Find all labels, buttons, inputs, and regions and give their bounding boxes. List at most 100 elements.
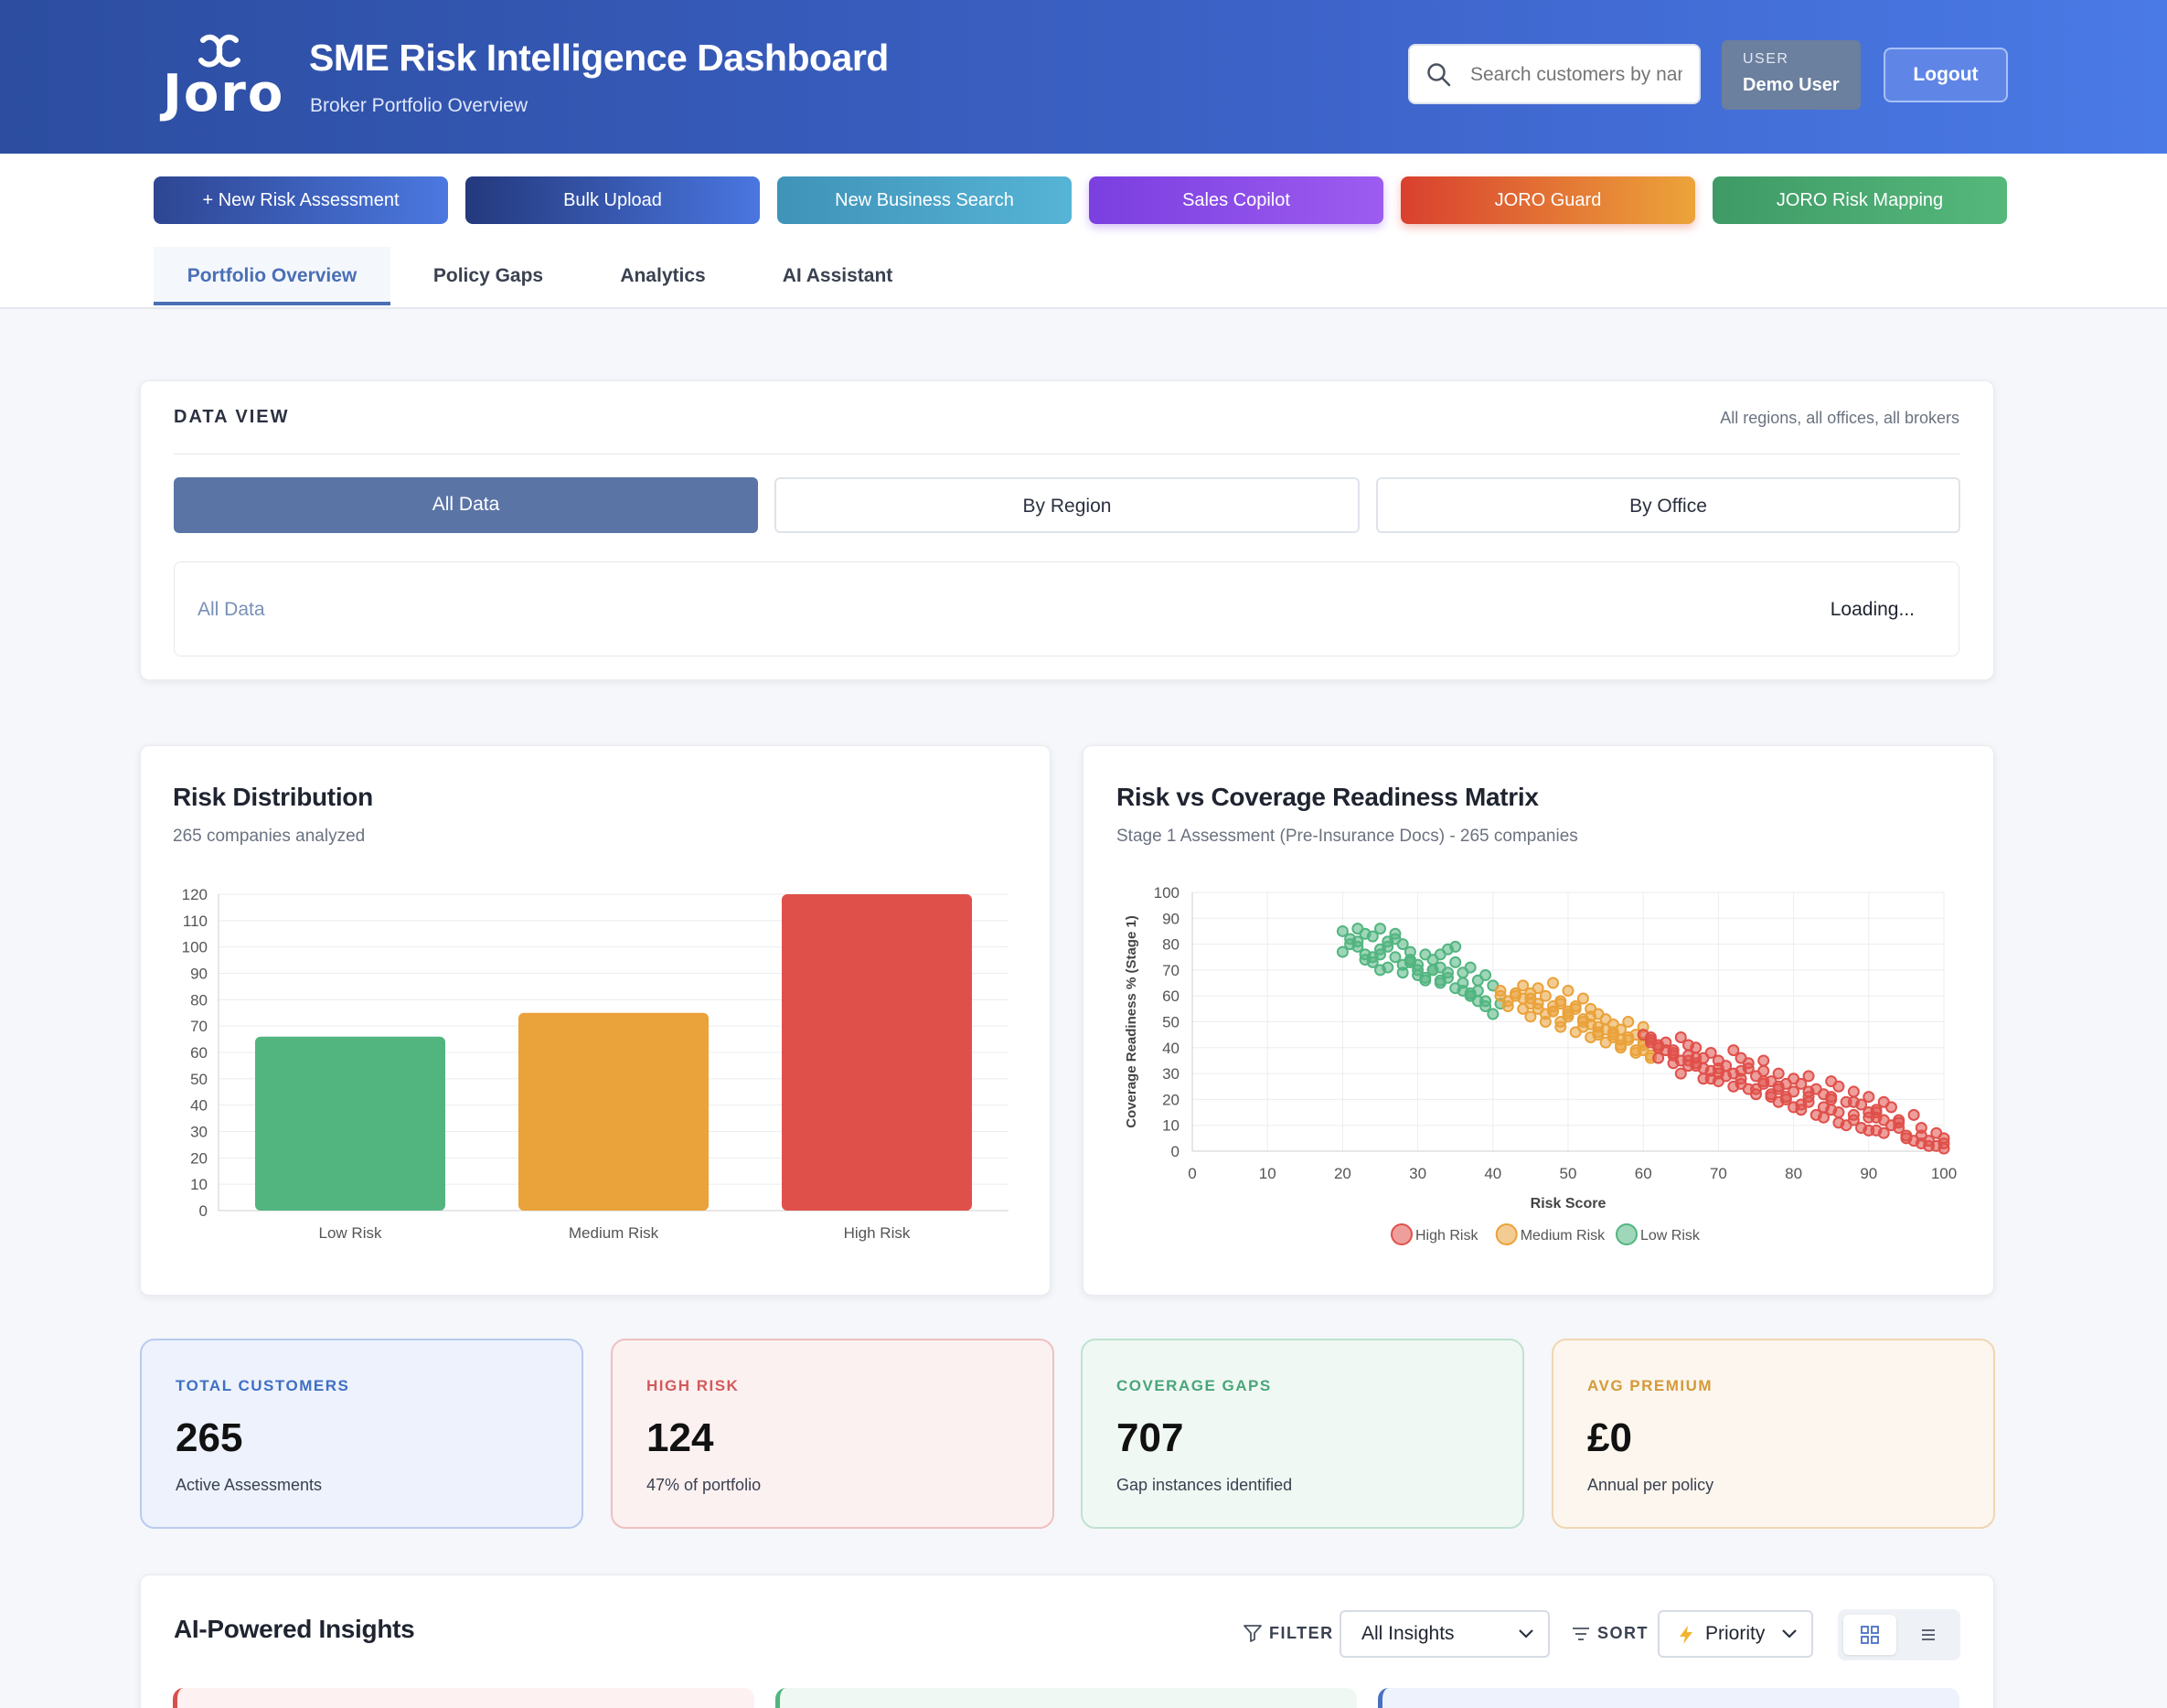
page-subtitle: Broker Portfolio Overview xyxy=(310,95,528,116)
y-tick-label: 30 xyxy=(190,1124,208,1141)
point-high-risk xyxy=(1893,1122,1905,1135)
point-low-risk xyxy=(1366,930,1379,943)
list-icon xyxy=(1922,1629,1935,1640)
point-high-risk xyxy=(1735,1073,1747,1085)
x-tick-label: 60 xyxy=(1635,1165,1652,1182)
y-tick-label: 0 xyxy=(1171,1143,1180,1160)
y-tick-label: 110 xyxy=(183,913,208,930)
y-tick-label: 70 xyxy=(190,1018,208,1035)
chevron-down-icon xyxy=(1782,1629,1797,1639)
point-high-risk xyxy=(1847,1114,1860,1126)
point-low-risk xyxy=(1412,964,1425,977)
joro-guard-button[interactable]: JORO Guard xyxy=(1401,176,1695,224)
point-high-risk xyxy=(1884,1101,1897,1114)
data-view-info-label: All Data xyxy=(197,599,265,620)
point-high-risk xyxy=(1802,1070,1815,1083)
point-high-risk xyxy=(1907,1108,1920,1121)
point-low-risk xyxy=(1404,954,1416,966)
segment-by-office[interactable]: By Office xyxy=(1376,477,1960,533)
insight-card-info[interactable] xyxy=(1378,1688,1959,1708)
point-medium-risk xyxy=(1547,977,1560,989)
point-high-risk xyxy=(1757,1054,1770,1067)
point-medium-risk xyxy=(1554,1016,1567,1028)
point-high-risk xyxy=(1863,1106,1875,1119)
stat-total-customers: TOTAL CUSTOMERS 265 Active Assessments xyxy=(140,1339,583,1529)
legend-swatch xyxy=(1495,1223,1518,1245)
bar-high-risk xyxy=(782,894,972,1211)
x-tick-label: 70 xyxy=(1710,1165,1727,1182)
y-tick-label: 90 xyxy=(1162,910,1180,927)
point-low-risk xyxy=(1374,948,1386,961)
search-input[interactable] xyxy=(1470,59,1682,91)
data-view-info: All Data Loading... xyxy=(174,561,1959,657)
risk-matrix-title: Risk vs Coverage Readiness Matrix xyxy=(1116,783,1539,811)
stat-label: TOTAL CUSTOMERS xyxy=(176,1377,350,1394)
logo-text: Joro xyxy=(163,64,285,123)
logout-button[interactable]: Logout xyxy=(1884,48,2008,102)
point-medium-risk xyxy=(1494,989,1507,1002)
point-low-risk xyxy=(1359,954,1372,966)
sales-copilot-button[interactable]: Sales Copilot xyxy=(1089,176,1383,224)
point-high-risk xyxy=(1825,1104,1838,1116)
point-high-risk xyxy=(1674,1030,1687,1043)
grid-view-button[interactable] xyxy=(1843,1615,1896,1655)
point-high-risk xyxy=(1644,1036,1657,1049)
point-high-risk xyxy=(1667,1044,1680,1057)
point-high-risk xyxy=(1795,1104,1808,1116)
search-icon xyxy=(1427,63,1451,87)
point-low-risk xyxy=(1479,969,1492,982)
insight-card-high[interactable] xyxy=(173,1688,754,1708)
point-high-risk xyxy=(1817,1111,1830,1124)
stat-high-risk: HIGH RISK 124 47% of portfolio xyxy=(611,1339,1054,1529)
legend-swatch xyxy=(1616,1223,1638,1245)
point-high-risk xyxy=(1757,1064,1770,1077)
point-medium-risk xyxy=(1607,1030,1619,1043)
new-risk-assessment-button[interactable]: + New Risk Assessment xyxy=(154,176,448,224)
list-view-button[interactable] xyxy=(1902,1615,1955,1655)
point-high-risk xyxy=(1779,1091,1792,1104)
risk-matrix-card xyxy=(1083,745,1994,1296)
customer-search[interactable] xyxy=(1408,44,1701,104)
tab-ai-assistant[interactable]: AI Assistant xyxy=(782,265,893,286)
point-low-risk xyxy=(1487,1008,1500,1020)
risk-coverage-scatter-chart: 0 10 20 30 40 50 60 70 80 90 100 0 10 20 30 40 50 60 70 80 9… xyxy=(1124,884,1957,1245)
sort-select[interactable]: Priority xyxy=(1658,1610,1813,1658)
tab-portfolio-overview[interactable]: Portfolio Overview xyxy=(154,247,390,305)
risk-matrix-subtitle: Stage 1 Assessment (Pre-Insurance Docs) … xyxy=(1116,827,1578,846)
joro-logo[interactable]: Joro xyxy=(157,33,283,124)
point-medium-risk xyxy=(1524,1010,1537,1023)
app-header: Joro SME Risk Intelligence Dashboard Bro… xyxy=(0,0,2167,154)
point-high-risk xyxy=(1795,1077,1808,1090)
stat-value: 265 xyxy=(176,1415,243,1460)
x-tick-label: 30 xyxy=(1409,1165,1426,1182)
bulk-upload-button[interactable]: Bulk Upload xyxy=(465,176,760,224)
segment-all-data[interactable]: All Data xyxy=(174,477,758,533)
point-low-risk xyxy=(1434,948,1446,961)
tab-analytics[interactable]: Analytics xyxy=(620,265,706,286)
insight-card-opportunity[interactable] xyxy=(775,1688,1357,1708)
point-medium-risk xyxy=(1524,987,1537,999)
point-low-risk xyxy=(1449,940,1462,953)
point-high-risk xyxy=(1937,1132,1950,1145)
point-low-risk xyxy=(1374,964,1386,977)
stat-desc: Annual per policy xyxy=(1587,1476,1714,1494)
user-label: USER xyxy=(1743,51,1789,67)
y-tick-label: 60 xyxy=(1162,987,1180,1005)
new-business-search-button[interactable]: New Business Search xyxy=(777,176,1072,224)
joro-risk-mapping-button[interactable]: JORO Risk Mapping xyxy=(1713,176,2007,224)
point-low-risk xyxy=(1374,923,1386,935)
point-high-risk xyxy=(1915,1137,1927,1150)
y-tick-label: 50 xyxy=(1162,1014,1180,1031)
tab-policy-gaps[interactable]: Policy Gaps xyxy=(432,265,544,286)
segment-by-region[interactable]: By Region xyxy=(774,477,1360,533)
y-tick-label: 100 xyxy=(182,939,208,956)
point-medium-risk xyxy=(1622,1016,1635,1028)
point-medium-risk xyxy=(1637,1044,1649,1057)
x-tick-label: Low Risk xyxy=(319,1224,382,1242)
legend-swatch xyxy=(1391,1223,1413,1245)
point-high-risk xyxy=(1847,1095,1860,1108)
point-high-risk xyxy=(1674,1067,1687,1080)
point-medium-risk xyxy=(1547,1000,1560,1013)
filter-select[interactable]: All Insights xyxy=(1340,1610,1550,1658)
filter-select-value: All Insights xyxy=(1361,1623,1455,1644)
